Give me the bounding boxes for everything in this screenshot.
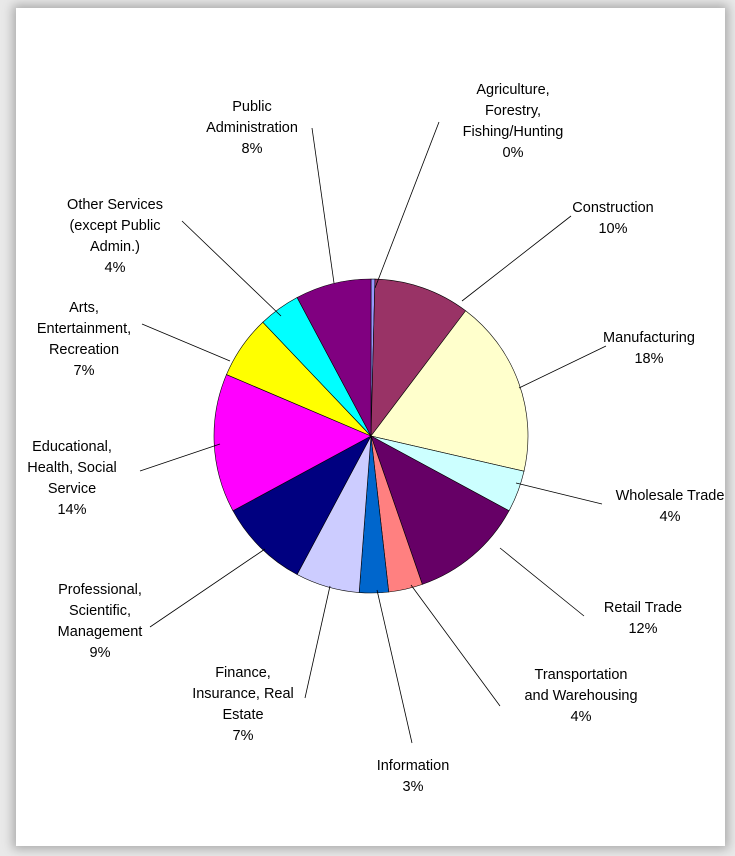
leader-line-wholesale-trade [515,482,603,505]
category-label-line: Public [232,99,272,115]
slice-retail-trade [370,435,510,585]
percent-label: 4% [105,260,126,276]
percent-label: 12% [628,621,657,637]
percent-label: 14% [57,502,86,518]
category-label-line: (except Public [69,218,160,234]
leader-line-other-services [181,220,282,317]
category-label-line: Estate [222,707,263,723]
label-educational: Educational, Health, Social Service 14% [27,439,116,518]
category-label-line: Fishing/Hunting [463,124,564,140]
category-label-line: Construction [572,200,653,216]
category-label-line: Manufacturing [603,330,695,346]
category-label-line: Agriculture, [476,82,549,98]
category-label-line: Arts, [69,300,99,316]
label-manufacturing: Manufacturing 18% [603,330,695,367]
leader-line-professional [149,548,266,628]
category-label-line: Management [58,624,143,640]
percent-label: 0% [503,145,524,161]
category-label-line: Transportation [535,667,628,683]
percent-label: 7% [233,728,254,744]
category-label-line: Scientific, [69,603,131,619]
percent-label: 9% [90,645,111,661]
category-label-line: Forestry, [485,103,541,119]
category-label-line: Admin.) [90,239,140,255]
category-label-line: Service [48,481,96,497]
leader-line-arts [141,323,231,362]
label-other-services: Other Services (except Public Admin.) 4% [67,197,163,276]
pie-chart: Agriculture, Forestry, Fishing/Hunting 0% Co… [27,82,724,795]
leader-line-finance [304,585,331,699]
percent-label: 8% [242,141,263,157]
label-construction: Construction 10% [572,200,653,237]
category-label-line: and Warehousing [524,688,637,704]
label-finance: Finance, Insurance, Real Estate 7% [192,665,294,744]
label-transportation: Transportation and Warehousing 4% [524,667,637,725]
label-agriculture: Agriculture, Forestry, Fishing/Hunting 0% [463,82,564,161]
slice-educational [213,374,372,512]
leader-line-agriculture [374,121,440,289]
percent-label: 4% [660,509,681,525]
percent-label: 4% [571,709,592,725]
leader-line-educational [139,443,221,472]
pie-slices [213,278,529,594]
label-retail-trade: Retail Trade 12% [604,600,682,637]
leader-line-public [311,127,335,284]
slice-labels: Agriculture, Forestry, Fishing/Hunting 0% Co… [27,82,724,795]
percent-label: 7% [74,363,95,379]
chart-card: Agriculture, Forestry, Fishing/Hunting 0% Co… [16,8,725,846]
leader-line-manufacturing [518,345,607,389]
slice-manufacturing [370,310,529,472]
category-label-line: Other Services [67,197,163,213]
category-label-line: Educational, [32,439,112,455]
slice-public [296,278,372,437]
percent-label: 3% [403,779,424,795]
category-label-line: Entertainment, [37,321,131,337]
category-label-line: Finance, [215,665,271,681]
label-arts: Arts, Entertainment, Recreation 7% [37,300,131,379]
category-label-line: Insurance, Real [192,686,294,702]
label-information: Information 3% [377,758,450,795]
category-label-line: Recreation [49,342,119,358]
category-label-line: Administration [206,120,298,136]
label-professional: Professional, Scientific, Management 9% [58,582,143,661]
category-label-line: Wholesale Trade [616,488,725,504]
leader-line-retail-trade [499,547,585,617]
percent-label: 10% [598,221,627,237]
category-label-line: Professional, [58,582,142,598]
leader-line-information [376,589,413,744]
category-label-line: Retail Trade [604,600,682,616]
category-label-line: Health, Social [27,460,116,476]
category-label-line: Information [377,758,450,774]
slice-professional [232,435,372,575]
leader-line-transportation [410,584,501,707]
label-public: Public Administration 8% [206,99,298,157]
label-wholesale-trade: Wholesale Trade 4% [616,488,725,525]
leader-line-construction [461,215,572,302]
percent-label: 18% [634,351,663,367]
leader-lines [139,121,607,744]
